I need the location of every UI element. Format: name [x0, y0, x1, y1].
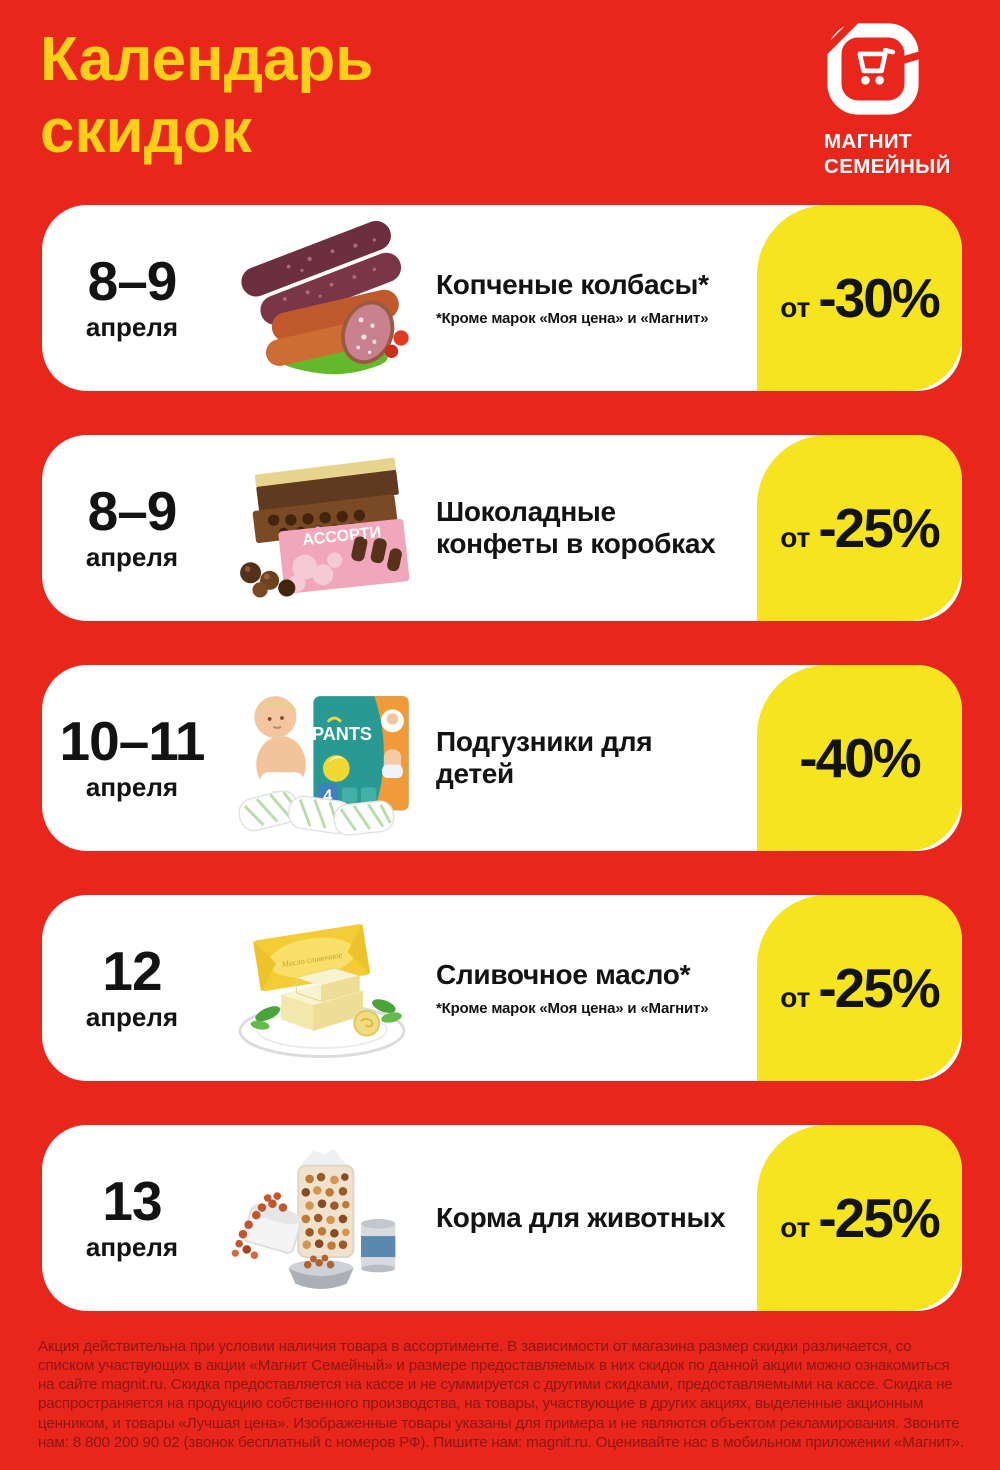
brand-name: МАГНИТ СЕМЕЙНЫЙ — [824, 130, 951, 178]
product-image-wrap: АССОРТИ — [222, 444, 422, 612]
date: 12 апреля — [42, 944, 222, 1032]
discount-text: от -25% — [780, 496, 941, 560]
discount-text: от -25% — [780, 1186, 941, 1250]
discount-badge: от -25% — [757, 1125, 962, 1311]
product-title: Подгузники для детей — [436, 725, 653, 789]
date-month: апреля — [85, 542, 179, 573]
product-note: *Кроме марок «Моя цена» и «Магнит» — [436, 1000, 709, 1018]
discount-badge: от -25% — [757, 435, 962, 621]
product-title: Корма для животных — [436, 1201, 726, 1233]
date-range: 13 — [102, 1170, 162, 1233]
date-month: апреля — [85, 772, 179, 803]
discount-prefix: от — [780, 982, 811, 1013]
discount-prefix: от — [780, 1212, 811, 1243]
product-title: Копченые колбасы* — [436, 268, 709, 300]
product-note: *Кроме марок «Моя цена» и «Магнит» — [436, 310, 709, 328]
date-range: 8–9 — [87, 250, 178, 313]
discount-value: -25% — [818, 1187, 940, 1249]
smoked-sausages-image — [241, 220, 409, 375]
card-baby-diapers: 10–11 апреля PA — [42, 665, 962, 851]
product-image-wrap — [222, 214, 422, 382]
product-info: Подгузники для детей — [422, 726, 962, 790]
discount-value: -25% — [818, 497, 940, 559]
butter-image: Масло сливочное — [238, 923, 406, 1058]
discount-value: -25% — [818, 957, 940, 1019]
date-range: 8–9 — [87, 480, 178, 543]
date: 8–9 апреля — [42, 254, 222, 342]
discount-text: от -30% — [780, 266, 941, 330]
date-month: апреля — [85, 312, 179, 343]
discount-prefix: от — [780, 522, 811, 553]
discount-prefix: от — [780, 292, 811, 323]
date: 8–9 апреля — [42, 484, 222, 572]
discount-value: -30% — [818, 267, 940, 329]
date: 10–11 апреля — [42, 714, 222, 802]
card-smoked-sausages: 8–9 апреля — [42, 205, 962, 391]
date-month: апреля — [85, 1232, 179, 1263]
product-title: Сливочное масло* — [436, 958, 691, 990]
discount-text: -40% — [799, 726, 921, 790]
diaper-pack-label: PANTS — [312, 724, 372, 744]
product-info: Шоколадные конфеты в коробках — [422, 496, 962, 560]
diaper-size-label: 4 — [323, 787, 332, 805]
discount-badge: от -30% — [757, 205, 962, 391]
discount-cards: 8–9 апреля — [42, 205, 962, 1311]
chocolate-candies-box-image: АССОРТИ — [240, 457, 410, 598]
discount-badge: -40% — [757, 665, 962, 851]
product-image-wrap: Масло сливочное — [222, 904, 422, 1072]
date-range: 12 — [102, 940, 162, 1003]
product-image-wrap: PANTS 4 — [222, 674, 422, 842]
date-range: 10–11 — [59, 710, 206, 773]
card-pet-food: 13 апреля — [42, 1125, 962, 1311]
brand-block: МАГНИТ СЕМЕЙНЫЙ — [824, 22, 970, 179]
discount-value: -40% — [799, 727, 921, 789]
discount-badge: от -25% — [757, 895, 962, 1081]
pet-food-image — [231, 1148, 396, 1289]
header: Календарь скидок МАГНИТ СЕМЕЙНЫЙ — [0, 0, 1000, 205]
date: 13 апреля — [42, 1174, 222, 1262]
product-title: Шоколадные конфеты в коробках — [436, 495, 716, 559]
discount-text: от -25% — [780, 956, 941, 1020]
product-image-wrap — [222, 1134, 422, 1302]
date-month: апреля — [85, 1002, 179, 1033]
baby-diapers-image: PANTS 4 — [238, 696, 409, 836]
product-info: Сливочное масло* *Кроме марок «Моя цена»… — [422, 959, 962, 1017]
legal-disclaimer: Акция действительна при условии наличия … — [38, 1338, 964, 1451]
magnit-cart-logo-icon — [826, 22, 920, 115]
product-info: Копченые колбасы* *Кроме марок «Моя цена… — [422, 269, 962, 327]
page-title: Календарь скидок — [40, 25, 374, 166]
card-butter: 12 апреля Масло сливочное — [42, 895, 962, 1081]
card-chocolate-candies: 8–9 апреля — [42, 435, 962, 621]
product-info: Корма для животных — [422, 1202, 962, 1234]
